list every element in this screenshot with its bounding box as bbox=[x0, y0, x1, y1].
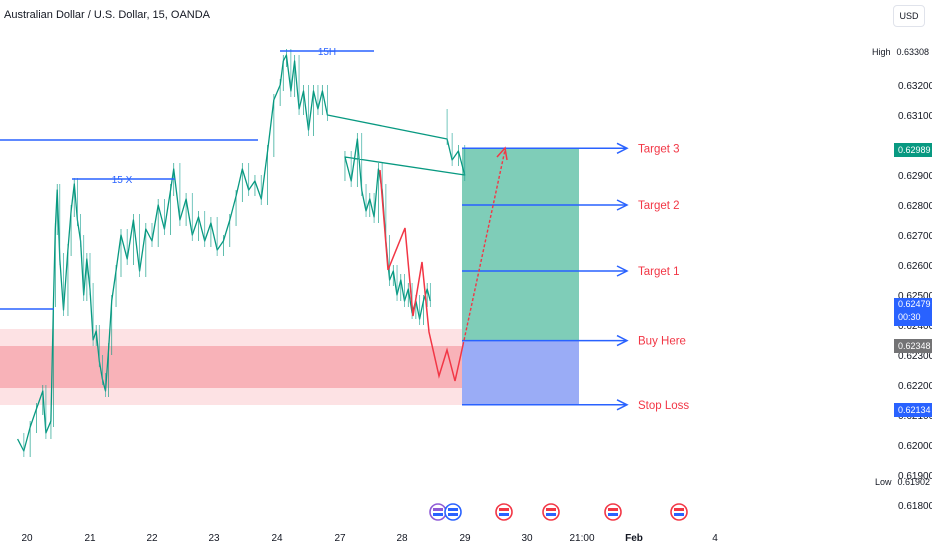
event-flag-stripe-icon bbox=[608, 508, 618, 511]
buy-here-label: Buy Here bbox=[638, 336, 686, 348]
y-tick-label: 0.61900 bbox=[898, 471, 932, 482]
axis-layer: 0.618000.619000.620000.621000.622000.623… bbox=[21, 81, 932, 544]
event-flag-stripe-icon bbox=[546, 513, 556, 516]
event-flag-icon bbox=[670, 503, 688, 521]
x-tick-label: 30 bbox=[521, 533, 533, 544]
current-price-value: 0.62479 bbox=[898, 299, 931, 309]
y-tick-label: 0.63200 bbox=[898, 81, 932, 92]
y-tick-label: 0.62400 bbox=[898, 321, 932, 332]
event-flag-stripe-icon bbox=[433, 513, 443, 516]
x-tick-label: 29 bbox=[459, 533, 471, 544]
y-tick-label: 0.62200 bbox=[898, 381, 932, 392]
currency-button[interactable]: USD bbox=[893, 5, 925, 27]
x-tick-label: 4 bbox=[712, 533, 718, 544]
y-tick-label: 0.62000 bbox=[898, 441, 932, 452]
target-2-label: Target 2 bbox=[638, 200, 680, 212]
y-tick-label: 0.62900 bbox=[898, 171, 932, 182]
event-flag-icon bbox=[444, 503, 462, 521]
x-tick-label: 22 bbox=[146, 533, 158, 544]
target-3-label: Target 3 bbox=[638, 143, 680, 155]
target-price-tag: 0.62989 bbox=[894, 143, 932, 157]
stop-loss-arrowhead bbox=[616, 399, 629, 411]
x-tick-label: 28 bbox=[396, 533, 408, 544]
projection-arrowhead bbox=[496, 146, 508, 161]
x-tick-label: 20 bbox=[21, 533, 33, 544]
target-1-arrowhead bbox=[616, 265, 629, 277]
y-tick-label: 0.62300 bbox=[898, 351, 932, 362]
x-tick-label: 27 bbox=[334, 533, 346, 544]
current-price-tag: 0.62479 00:30 bbox=[894, 298, 932, 326]
y-tick-label: 0.62600 bbox=[898, 261, 932, 272]
high-tag: High 0.63308 bbox=[869, 45, 932, 59]
risk-zone-box bbox=[462, 340, 579, 405]
buy-here-arrowhead bbox=[616, 334, 629, 347]
support-zone-band bbox=[0, 346, 462, 388]
high-tag-value: 0.63308 bbox=[896, 47, 930, 57]
entry-price-value: 0.62348 bbox=[898, 341, 931, 351]
event-flag-icon bbox=[495, 503, 513, 521]
x-tick-label: 23 bbox=[208, 533, 220, 544]
entry-price-tag: 0.62348 bbox=[894, 339, 932, 353]
event-flag-stripe-icon bbox=[448, 508, 458, 511]
low-tag: Low 0.61902 bbox=[872, 475, 932, 489]
price-layer bbox=[17, 49, 466, 457]
event-flag-icon bbox=[542, 503, 560, 521]
high-tag-label: High bbox=[872, 47, 891, 57]
background-layer bbox=[0, 148, 579, 405]
stop-loss-label: Stop Loss bbox=[638, 400, 689, 412]
price-line bbox=[17, 54, 466, 452]
stop-price-value: 0.62134 bbox=[898, 405, 931, 415]
event-flag-icon bbox=[604, 503, 622, 521]
event-flag-stripe-icon bbox=[674, 508, 684, 511]
level-label-15x: 15 X bbox=[112, 175, 133, 186]
y-tick-label: 0.62700 bbox=[898, 231, 932, 242]
level-label-15h: 15H bbox=[318, 47, 336, 58]
y-tick-label: 0.62500 bbox=[898, 291, 932, 302]
x-tick-label: 21:00 bbox=[569, 533, 594, 544]
event-flag-stripe-icon bbox=[433, 508, 443, 511]
event-layer bbox=[429, 503, 688, 521]
y-tick-label: 0.63100 bbox=[898, 111, 932, 122]
target-1-label: Target 1 bbox=[638, 266, 680, 278]
chart-title: Australian Dollar / U.S. Dollar, 15, OAN… bbox=[4, 9, 211, 21]
low-tag-label: Low bbox=[875, 477, 892, 487]
x-tick-label: Feb bbox=[625, 533, 643, 544]
target-3-arrowhead bbox=[616, 142, 629, 154]
stop-price-tag: 0.62134 bbox=[894, 403, 932, 417]
target-price-value: 0.62989 bbox=[898, 145, 931, 155]
event-flag-stripe-icon bbox=[674, 513, 684, 516]
event-flag-stripe-icon bbox=[608, 513, 618, 516]
event-flag-stripe-icon bbox=[499, 508, 509, 511]
event-flag-stripe-icon bbox=[499, 513, 509, 516]
target-zone-box bbox=[462, 148, 579, 341]
event-flag-icon bbox=[429, 503, 447, 521]
y-tick-label: 0.62800 bbox=[898, 201, 932, 212]
event-flag-stripe-icon bbox=[546, 508, 556, 511]
x-tick-label: 21 bbox=[84, 533, 96, 544]
event-flag-stripe-icon bbox=[448, 513, 458, 516]
x-tick-label: 24 bbox=[271, 533, 283, 544]
projection-arrow-line bbox=[462, 149, 506, 346]
y-tick-label: 0.61800 bbox=[898, 501, 932, 512]
low-tag-value: 0.61902 bbox=[897, 477, 931, 487]
projection-path bbox=[379, 169, 464, 382]
target-2-arrowhead bbox=[616, 199, 629, 211]
overlay-layer: 15 X 15H Target 3 Target 2 Target 1 Buy Here S… bbox=[0, 47, 689, 412]
countdown-value: 00:30 bbox=[898, 312, 921, 322]
